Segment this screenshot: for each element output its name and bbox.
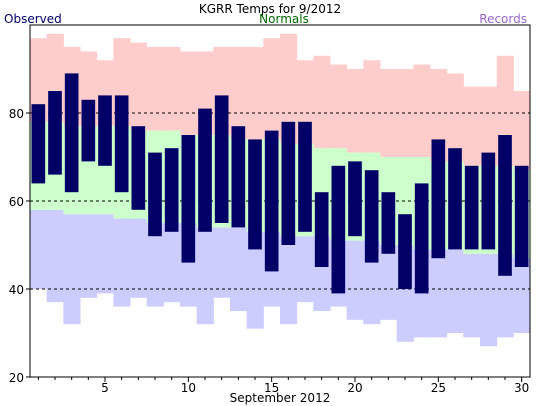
record-high-band — [180, 51, 198, 135]
record-low-band — [296, 236, 314, 303]
record-high-band — [413, 64, 431, 157]
record-high-band — [346, 69, 364, 153]
x-tick-label: 5 — [101, 381, 109, 395]
record-high-band — [146, 47, 164, 131]
observed-bar — [164, 148, 179, 232]
record-low-band — [146, 223, 164, 307]
record-low-band — [463, 253, 481, 338]
record-low-band — [163, 223, 181, 303]
record-low-band — [380, 245, 398, 320]
record-high-band — [513, 91, 531, 171]
observed-bar — [148, 152, 162, 237]
y-tick-label: 20 — [9, 371, 24, 385]
record-high-band — [246, 47, 264, 140]
x-tick-label: 30 — [514, 381, 529, 395]
record-high-band — [330, 64, 348, 149]
observed-bar — [181, 135, 196, 263]
observed-bar — [281, 121, 296, 245]
record-high-band — [396, 69, 414, 157]
axes: 5 10 15 20 25 30 20 40 60 80 — [9, 24, 531, 395]
record-high-band — [263, 38, 281, 140]
observed-bar — [481, 152, 496, 250]
legend-normals: Normals — [259, 12, 309, 26]
observed-bar — [98, 95, 112, 166]
record-low-band — [346, 240, 364, 320]
record-low-band — [230, 227, 248, 311]
y-tick-label: 40 — [9, 283, 24, 297]
observed-bar — [381, 192, 396, 254]
record-low-band — [46, 209, 64, 303]
record-high-band — [446, 73, 464, 162]
record-range-layer — [30, 33, 531, 347]
record-low-band — [430, 249, 448, 338]
observed-bar — [331, 165, 346, 294]
observed-bar — [298, 121, 312, 232]
record-low-band — [130, 218, 148, 298]
observed-bar — [398, 214, 412, 289]
observed-bar — [264, 130, 279, 272]
observed-bars — [31, 73, 529, 294]
observed-bar — [114, 95, 129, 193]
record-low-band — [196, 227, 214, 325]
record-low-band — [480, 253, 498, 347]
record-high-band — [380, 69, 398, 157]
record-high-band — [163, 47, 181, 131]
observed-bar — [231, 126, 246, 228]
gridlines — [30, 112, 530, 290]
observed-bar — [448, 148, 462, 250]
record-low-band — [63, 214, 81, 325]
x-tick-label: 10 — [181, 381, 196, 395]
observed-bar — [514, 165, 529, 267]
observed-bar — [498, 135, 512, 276]
observed-bar — [198, 108, 212, 232]
record-low-band — [446, 249, 464, 333]
observed-bar — [131, 126, 146, 210]
record-high-band — [463, 86, 481, 166]
record-low-band — [80, 214, 98, 298]
record-high-band — [280, 33, 298, 144]
record-high-band — [363, 60, 381, 153]
record-low-band — [246, 231, 264, 329]
legend-observed: Observed — [4, 12, 62, 26]
record-low-band — [280, 236, 298, 325]
observed-bar — [314, 192, 329, 267]
observed-bar — [81, 99, 96, 162]
chart-title: KGRR Temps for 9/2012 — [199, 2, 341, 16]
x-axis-label: September 2012 — [230, 391, 331, 405]
record-low-band — [113, 218, 131, 307]
observed-bar — [31, 104, 46, 184]
record-high-band — [430, 69, 448, 162]
record-high-band — [480, 86, 498, 166]
observed-bar — [464, 165, 479, 250]
record-low-band — [213, 227, 231, 298]
record-high-band — [30, 38, 48, 122]
observed-bar — [48, 91, 62, 175]
record-high-band — [130, 42, 148, 131]
record-high-band — [313, 55, 331, 149]
record-low-band — [30, 209, 48, 289]
x-tick-label: 25 — [431, 381, 446, 395]
observed-bar — [248, 139, 262, 250]
observed-bar — [431, 139, 446, 259]
observed-bar — [214, 95, 229, 223]
observed-bar — [414, 183, 429, 294]
x-tick-label: 20 — [347, 381, 362, 395]
y-tick-label: 80 — [9, 107, 24, 121]
legend-records: Records — [479, 12, 527, 26]
observed-bar — [364, 170, 379, 263]
record-low-band — [513, 258, 531, 333]
record-high-band — [230, 47, 248, 140]
record-low-band — [96, 214, 114, 294]
x-tick-label: 15 — [264, 381, 279, 395]
y-tick-label: 60 — [9, 195, 24, 209]
observed-bar — [64, 73, 79, 193]
observed-bar — [348, 161, 362, 237]
